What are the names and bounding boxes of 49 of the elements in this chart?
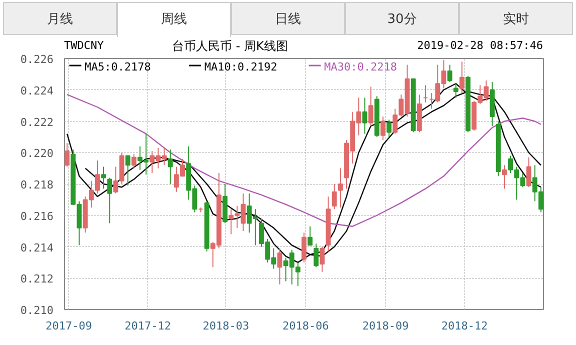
chart-title: 台币人民币 - 周K线图 bbox=[172, 38, 288, 55]
legend-label: MA5:0.2178 bbox=[84, 60, 151, 74]
candlestick bbox=[125, 155, 130, 186]
candlestick bbox=[380, 116, 386, 141]
candlestick bbox=[447, 64, 452, 83]
candlestick bbox=[362, 97, 368, 134]
candlestick bbox=[338, 168, 343, 208]
y-tick-label: 0.226 bbox=[20, 53, 54, 66]
text: 月线 bbox=[3, 2, 117, 35]
candlestick bbox=[302, 232, 306, 263]
text: 30分 bbox=[345, 2, 459, 35]
candlestick bbox=[526, 156, 532, 188]
y-tick-label: 0.222 bbox=[20, 116, 54, 129]
candlestick bbox=[101, 166, 106, 190]
candlestick bbox=[320, 246, 325, 272]
candlestick bbox=[107, 177, 112, 224]
legend-label: MA30:0.2218 bbox=[324, 60, 397, 74]
line-series bbox=[66, 94, 542, 227]
text: TWDCNY bbox=[64, 38, 104, 54]
candlestick bbox=[459, 61, 464, 94]
candlestick bbox=[131, 154, 136, 169]
candlestick bbox=[277, 248, 282, 285]
text: 日线 bbox=[231, 2, 345, 35]
y-tick-label: 0.216 bbox=[20, 210, 54, 223]
x-tick-label: 2017-09 bbox=[46, 320, 92, 332]
candlestick bbox=[314, 243, 319, 268]
x-tick-label: 2017-12 bbox=[124, 320, 171, 332]
text: 2019-02-28 08:57:46 bbox=[417, 38, 543, 54]
y-tick-label: 0.212 bbox=[20, 272, 54, 286]
legend-label: MA10:0.2192 bbox=[204, 60, 278, 74]
text: 周线 bbox=[117, 2, 231, 37]
candlestick bbox=[502, 164, 507, 190]
x-tick-label: 2018-09 bbox=[362, 320, 409, 332]
y-tick-label: 0.210 bbox=[20, 304, 54, 317]
y-tick-label: 0.224 bbox=[20, 84, 54, 98]
candlestick bbox=[453, 83, 458, 98]
text: 实时 bbox=[459, 2, 573, 35]
y-tick-label: 0.218 bbox=[20, 178, 54, 192]
y-tick-label: 0.220 bbox=[20, 147, 54, 160]
x-tick-label: 2018-06 bbox=[282, 320, 329, 332]
x-tick-label: 2018-03 bbox=[202, 320, 250, 332]
y-tick-label: 0.214 bbox=[20, 241, 54, 254]
candlestick bbox=[64, 142, 70, 168]
candlestick bbox=[368, 86, 374, 126]
candlestick bbox=[332, 184, 337, 210]
x-tick-label: 2018-12 bbox=[441, 320, 488, 332]
candlestick bbox=[386, 119, 392, 138]
candlestick bbox=[308, 226, 313, 246]
candlestick bbox=[168, 148, 173, 184]
